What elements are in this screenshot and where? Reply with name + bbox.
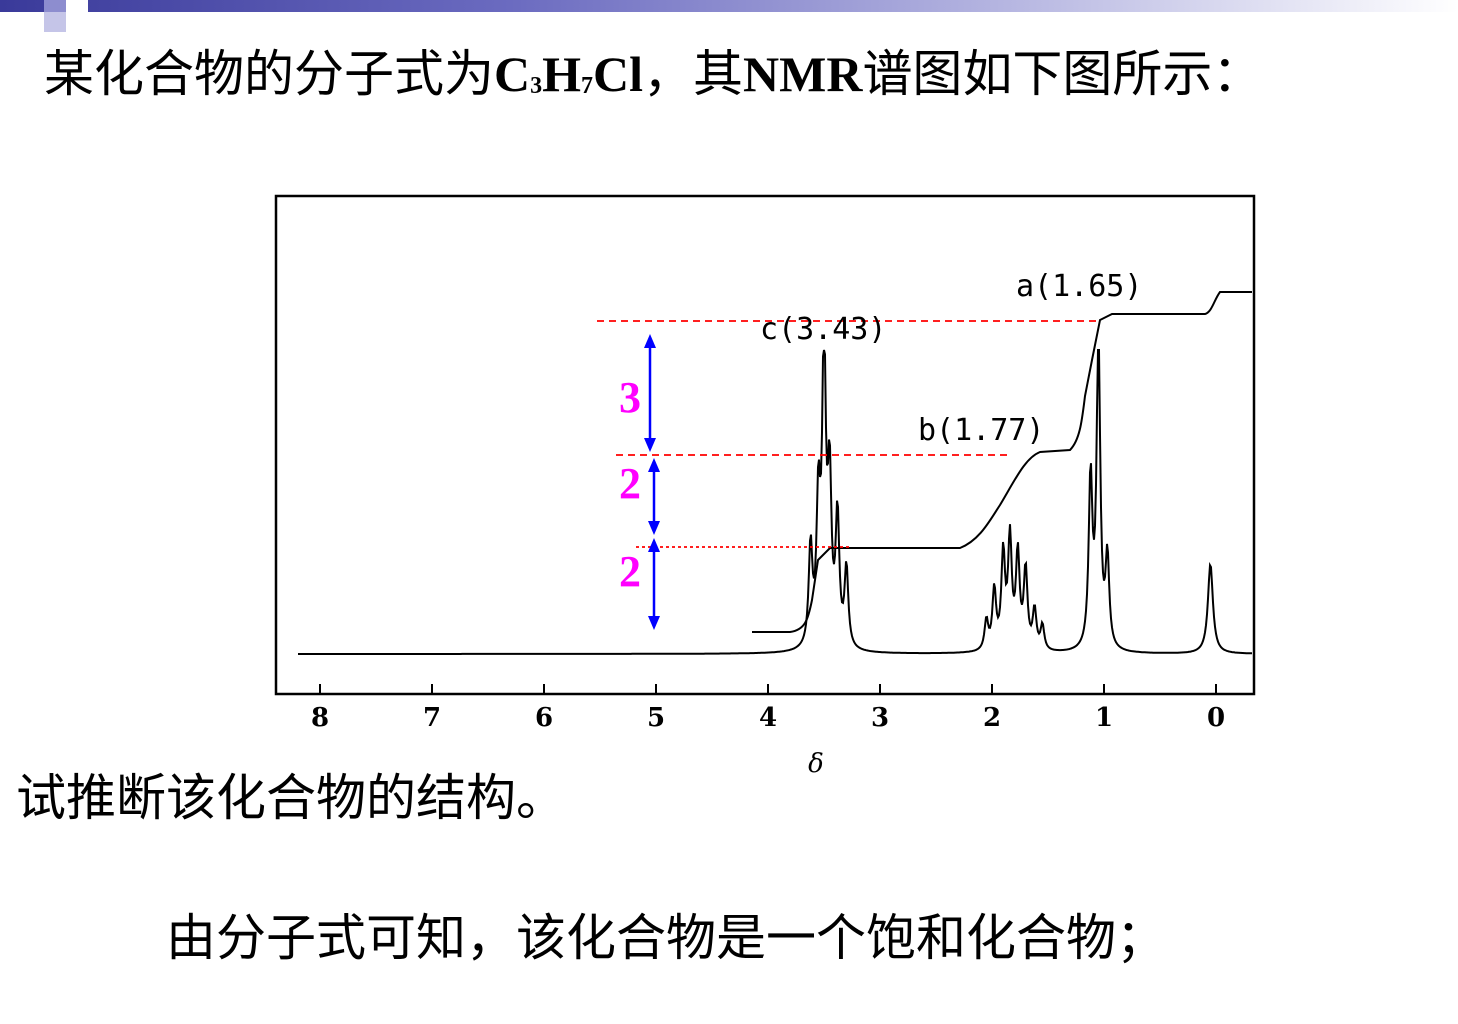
integration-arrows: 3 2 2 (619, 334, 660, 630)
formula-chlorine: Cl (593, 46, 644, 102)
x-tick-label: 0 (1207, 703, 1225, 733)
slide-top-gradient-bar (0, 0, 1458, 12)
chart-frame (274, 194, 1256, 696)
slide-corner-square (44, 0, 66, 12)
peak-labels: c(3.43) b(1.77) a(1.65) (760, 269, 1142, 448)
x-tick-label: 8 (311, 703, 329, 733)
integration-ratio-label: 3 (619, 373, 641, 422)
peak-label-c: c(3.43) (760, 312, 886, 347)
integration-guides (597, 320, 1100, 548)
formula-carbon: C (494, 46, 531, 102)
x-tick-label: 2 (983, 703, 1001, 733)
integral-curve (752, 291, 1252, 633)
x-axis-label: δ (808, 749, 824, 779)
x-tick-label: 7 (423, 703, 441, 733)
x-tick-label: 5 (647, 703, 665, 733)
formula-hydrogen-count: 7 (581, 73, 594, 99)
integration-ratio-label: 2 (619, 547, 641, 596)
title-prefix: 某化合物的分子式为 (44, 45, 494, 103)
arrow-head-down (648, 521, 660, 535)
x-tick-label: 4 (759, 703, 777, 733)
peak-label-b: b(1.77) (918, 413, 1044, 448)
answer-text: 由分子式可知，该化合物是一个饱和化合物； (166, 909, 1166, 967)
x-tick-label: 3 (871, 703, 889, 733)
arrow-head-up (648, 458, 660, 472)
slide-corner-square (44, 12, 66, 32)
x-tick-label: 1 (1095, 703, 1113, 733)
molecular-formula: C3H7Cl (494, 46, 643, 102)
arrow-head-up (644, 334, 656, 348)
question-title: 某化合物的分子式为C3H7Cl，其NMR谱图如下图所示： (44, 44, 1262, 104)
formula-carbon-count: 3 (530, 73, 543, 99)
arrow-head-down (644, 438, 656, 452)
question-prompt: 试推断该化合物的结构。 (16, 769, 566, 827)
integration-ratio-label: 2 (619, 459, 641, 508)
arrow-head-down (648, 616, 660, 630)
spectrum-trace (298, 349, 1252, 655)
slide-corner-square (66, 0, 88, 12)
title-nmr: NMR (743, 46, 863, 102)
x-tick-label: 6 (535, 703, 553, 733)
arrow-head-up (648, 538, 660, 552)
x-axis-ticks: 8 7 6 5 4 3 2 1 0 (311, 684, 1225, 733)
title-suffix-b: 谱图如下图所示： (862, 45, 1263, 103)
peak-label-a: a(1.65) (1016, 269, 1142, 304)
formula-hydrogen: H (542, 46, 582, 102)
title-suffix-a: ，其 (643, 45, 744, 103)
